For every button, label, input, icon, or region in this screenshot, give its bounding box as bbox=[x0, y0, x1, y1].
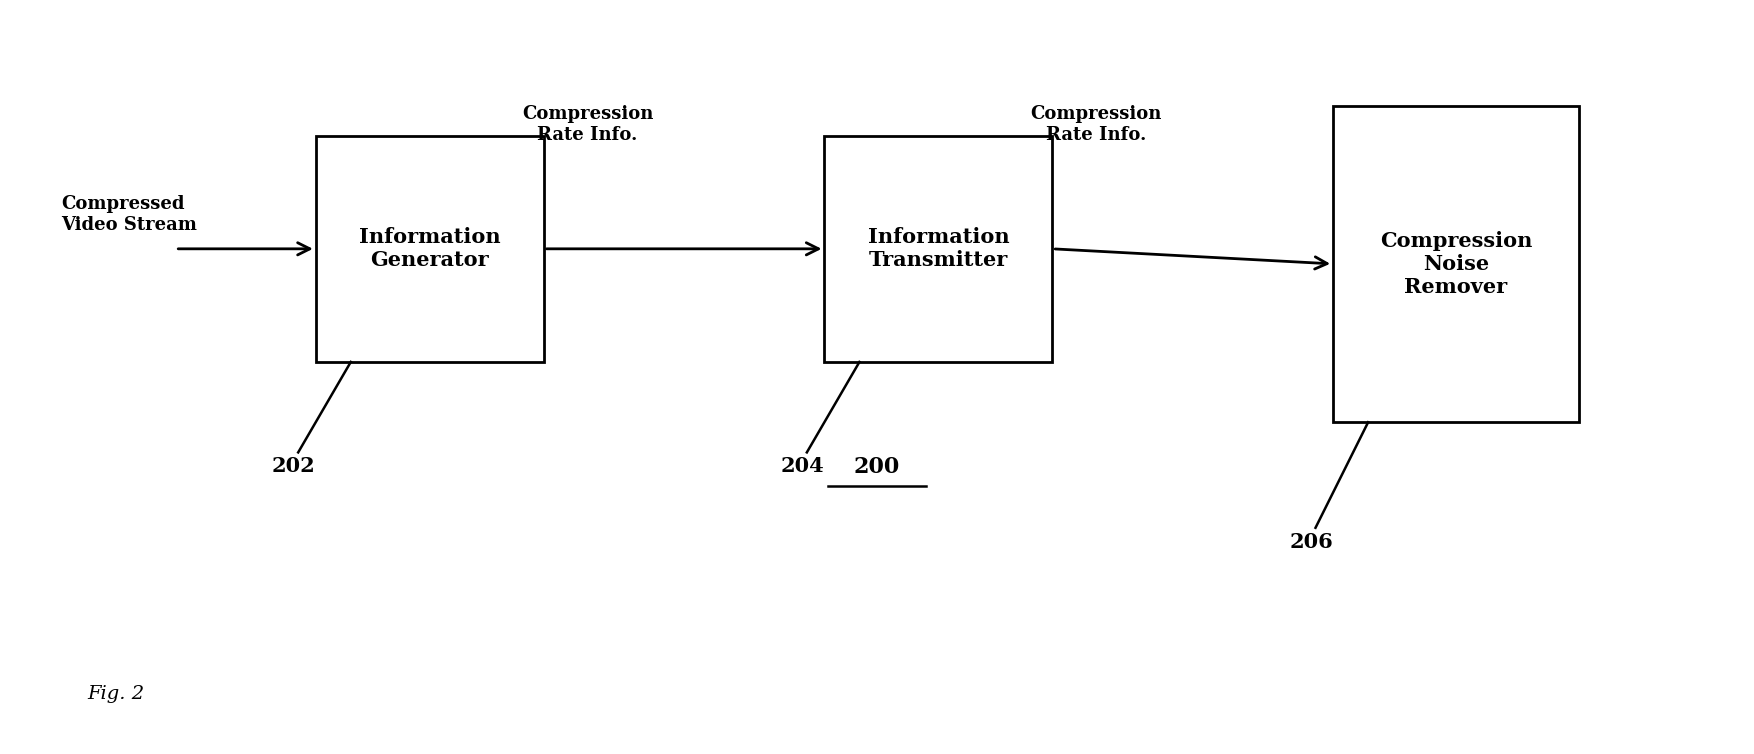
Text: Compression
Rate Info.: Compression Rate Info. bbox=[523, 105, 652, 144]
FancyBboxPatch shape bbox=[316, 136, 544, 362]
Text: Compression
Noise
Remover: Compression Noise Remover bbox=[1380, 231, 1531, 297]
Text: Information
Generator: Information Generator bbox=[360, 227, 500, 271]
Text: 200: 200 bbox=[854, 456, 900, 479]
FancyBboxPatch shape bbox=[824, 136, 1052, 362]
Text: 202: 202 bbox=[272, 456, 316, 477]
Text: Fig. 2: Fig. 2 bbox=[88, 685, 146, 703]
Text: Compression
Rate Info.: Compression Rate Info. bbox=[1031, 105, 1161, 144]
Text: 206: 206 bbox=[1289, 532, 1333, 552]
Text: Information
Transmitter: Information Transmitter bbox=[868, 227, 1009, 271]
Text: Compressed
Video Stream: Compressed Video Stream bbox=[61, 195, 196, 234]
FancyBboxPatch shape bbox=[1333, 106, 1579, 422]
Text: 204: 204 bbox=[781, 456, 824, 477]
